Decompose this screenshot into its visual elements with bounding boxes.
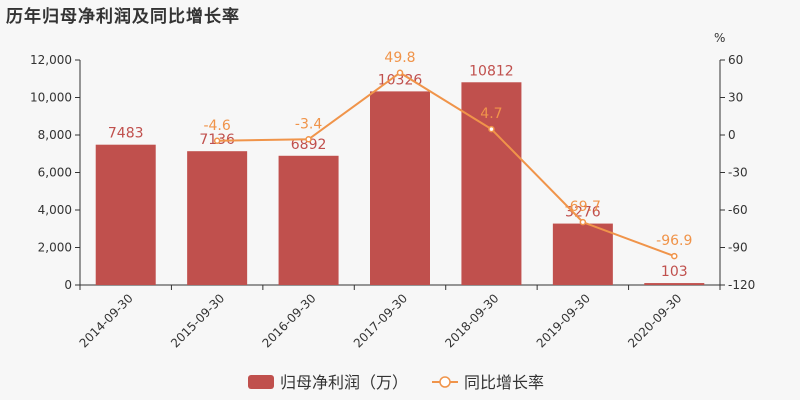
chart-title: 历年归母净利润及同比增长率 bbox=[6, 7, 240, 27]
growth-data-label: -3.4 bbox=[295, 116, 322, 132]
left-tick-label: 2,000 bbox=[38, 241, 72, 255]
right-tick-label: -120 bbox=[728, 278, 755, 292]
x-tick-label: 2017-09-30 bbox=[351, 291, 410, 350]
left-tick-label: 8,000 bbox=[38, 128, 72, 142]
right-tick-label: -90 bbox=[728, 241, 748, 255]
growth-point bbox=[579, 218, 587, 226]
bar-data-label: 103 bbox=[661, 264, 688, 280]
right-tick-label: -30 bbox=[728, 166, 748, 180]
bar bbox=[187, 151, 248, 285]
x-tick-label: 2019-09-30 bbox=[534, 291, 593, 350]
growth-point bbox=[488, 125, 495, 133]
growth-point bbox=[671, 252, 678, 260]
left-tick-label: 10,000 bbox=[30, 91, 72, 105]
growth-data-label: -4.6 bbox=[203, 118, 230, 134]
right-tick-label: -60 bbox=[728, 203, 748, 217]
right-tick-label: 60 bbox=[728, 53, 743, 67]
growth-point bbox=[213, 137, 221, 144]
growth-point bbox=[305, 136, 312, 143]
legend-line-marker bbox=[439, 376, 451, 388]
left-tick-label: 12,000 bbox=[30, 53, 72, 67]
left-tick-label: 0 bbox=[64, 278, 72, 292]
bar bbox=[278, 155, 339, 285]
x-tick-label: 2018-09-30 bbox=[442, 291, 501, 350]
right-axis-unit: % bbox=[714, 31, 725, 45]
x-tick-label: 2015-09-30 bbox=[168, 291, 227, 350]
bar-data-label: 6892 bbox=[291, 137, 327, 153]
legend-line-label: 同比增长率 bbox=[464, 373, 544, 392]
left-tick-label: 4,000 bbox=[38, 203, 72, 217]
bar-data-label: 10812 bbox=[469, 63, 514, 79]
bar-data-label: 10326 bbox=[378, 72, 423, 88]
legend-bar-swatch bbox=[248, 375, 274, 389]
legend-bar-label: 归母净利润（万） bbox=[280, 373, 408, 392]
bar bbox=[644, 283, 705, 285]
growth-data-label: -96.9 bbox=[656, 233, 692, 249]
x-tick-label: 2020-09-30 bbox=[625, 291, 684, 350]
right-tick-label: 0 bbox=[728, 128, 736, 142]
bar bbox=[552, 223, 613, 285]
bar-data-label: 7483 bbox=[108, 126, 144, 142]
growth-point bbox=[396, 69, 404, 76]
bar bbox=[95, 144, 156, 285]
bar bbox=[370, 91, 430, 285]
x-tick-label: 2016-09-30 bbox=[259, 291, 318, 350]
left-tick-label: 6,000 bbox=[38, 166, 72, 180]
right-tick-label: 30 bbox=[728, 91, 743, 105]
bar-data-label: 3276 bbox=[565, 205, 601, 221]
growth-data-label: -69.7 bbox=[565, 199, 601, 215]
growth-data-label: 4.7 bbox=[480, 106, 502, 122]
growth-line bbox=[217, 71, 675, 258]
x-tick-label: 2014-09-30 bbox=[77, 291, 136, 350]
growth-data-label: 49.8 bbox=[384, 50, 415, 66]
